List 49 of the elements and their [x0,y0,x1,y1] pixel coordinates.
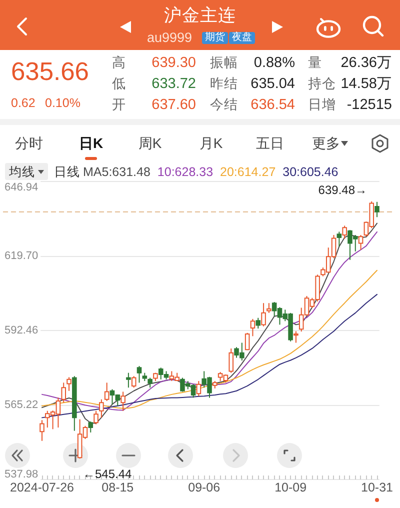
text: 0.62 [11,96,36,110]
y-tick-label: 592.46 [4,324,38,336]
text: 14.58万 [340,76,392,92]
text: 夜盘 [229,32,255,44]
x-tick-label: 10-09 [274,480,307,494]
annotation: 639.48→ [318,183,367,197]
text: 月K [199,135,223,151]
text: 日线 [54,164,80,179]
text: 期货 [202,32,228,44]
x-tick-label: 2024-07-26 [10,480,74,494]
text: 633.72 [152,76,196,92]
text: 高 [112,55,126,70]
text: 振幅 [210,55,238,70]
text: 更多 [312,135,340,151]
chart-title: 沪金主连 [164,5,236,26]
y-tick-label: 619.70 [4,250,38,262]
text: 持仓 [308,76,336,92]
annotation: ←545.44 [83,467,132,481]
text: 635.04 [250,76,295,92]
text: 周K [138,135,162,151]
text: 635.66 [11,58,89,86]
text: 20:614.27 [220,164,276,178]
text: 分时 [15,135,43,151]
text: MA5:631.48 [83,164,150,178]
text: 今结 [210,97,238,112]
text: 30:605.46 [282,164,338,178]
text: 量 [308,55,322,70]
text: 10:628.33 [157,164,214,178]
y-tick-label: 537.98 [4,468,38,480]
text: -12515 [346,96,392,113]
x-tick-label: 09-06 [188,480,220,494]
text: 五日 [256,135,284,151]
text: 0.10% [45,96,80,110]
text: 日增 [308,97,336,112]
chart-subtitle: au9999 [147,30,192,46]
text: 日K [78,135,104,151]
text: 0.88% [254,54,295,71]
y-tick-label: 646.94 [4,182,38,194]
text: 636.54 [250,96,295,113]
y-tick-label: 565.22 [4,399,38,411]
x-tick-label: 10-31 [361,480,394,494]
text: 639.30 [152,54,196,71]
text: 昨结 [210,76,238,92]
text: 低 [112,76,126,92]
text: 开 [112,97,126,112]
text: 26.36万 [340,54,392,71]
text: 637.60 [152,96,196,113]
x-tick-label: 08-15 [102,480,134,494]
text: 均线 [9,164,35,179]
